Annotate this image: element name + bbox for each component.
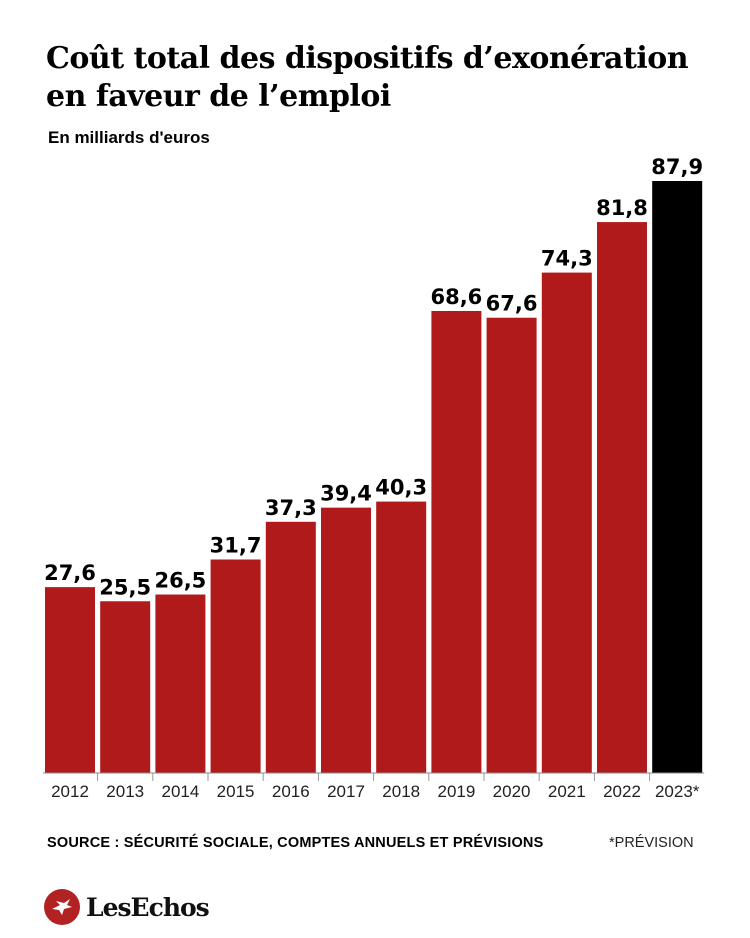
x-tick-label-2017: 2017 (327, 782, 365, 801)
value-label-2017: 39,4 (320, 482, 372, 506)
bar-2014 (155, 594, 206, 773)
value-label-2023*: 87,9 (651, 155, 703, 179)
bar-2012 (45, 587, 95, 773)
chart-title: Coût total des dispositifs d’exonération… (46, 41, 689, 114)
bar-2020 (486, 317, 537, 773)
bar-2019 (431, 310, 482, 773)
brand-name: LesEchos (86, 892, 210, 922)
bar-2017 (321, 507, 371, 773)
value-label-2020: 67,6 (486, 292, 538, 316)
value-label-2013: 25,5 (99, 575, 151, 599)
forecast-note: *PRÉVISION (609, 835, 694, 851)
value-label-2021: 74,3 (541, 247, 593, 271)
bar-2016 (265, 521, 316, 773)
x-tick-label-2013: 2013 (106, 782, 144, 801)
x-tick-label-2014: 2014 (161, 782, 199, 801)
x-tick-label-2016: 2016 (272, 782, 310, 801)
x-tick-label-2012: 2012 (51, 782, 89, 801)
bar-2023* (652, 181, 703, 773)
x-tick-label-2020: 2020 (493, 782, 531, 801)
x-tick-label-2015: 2015 (217, 782, 255, 801)
x-tick-label-2023*: 2023* (655, 782, 700, 801)
source-note: SOURCE : SÉCURITÉ SOCIALE, COMPTES ANNUE… (47, 835, 544, 851)
value-label-2014: 26,5 (154, 569, 206, 593)
x-tick-label-2021: 2021 (548, 782, 586, 801)
value-label-2019: 68,6 (430, 285, 482, 309)
value-label-2012: 27,6 (44, 561, 96, 585)
value-label-2015: 31,7 (210, 534, 262, 558)
x-tick-label-2018: 2018 (382, 782, 420, 801)
echos-bird-icon (44, 889, 80, 925)
bar-2013 (100, 601, 151, 773)
value-label-2022: 81,8 (596, 196, 648, 220)
value-label-2018: 40,3 (375, 476, 427, 500)
x-tick-label-2022: 2022 (603, 782, 641, 801)
bar-2018 (376, 501, 427, 773)
bar-2022 (597, 222, 647, 773)
chart-subtitle: En milliards d'euros (48, 128, 210, 147)
bar-2021 (541, 272, 592, 773)
les-echos-logo: LesEchos (44, 887, 210, 927)
bar-2015 (210, 559, 261, 773)
value-label-2016: 37,3 (265, 496, 317, 520)
bar-chart: 27,6 2012 25,5 2013 26,5 2014 31,7 2015 37,3 2016… (43, 155, 705, 801)
x-tick-label-2019: 2019 (437, 782, 475, 801)
